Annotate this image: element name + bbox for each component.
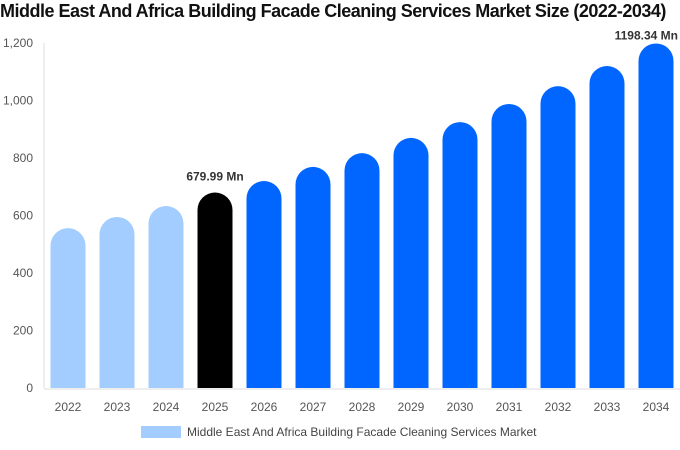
x-tick-label: 2022 [55, 400, 82, 414]
bar-2029 [393, 137, 429, 388]
x-tick-label: 2030 [447, 400, 474, 414]
x-tick-label: 2027 [300, 400, 327, 414]
bar-2034 [638, 43, 674, 389]
chart-title: Middle East And Africa Building Facade C… [0, 1, 666, 21]
bar-2032 [540, 86, 576, 388]
x-tick-label: 2031 [496, 400, 523, 414]
x-tick-label: 2026 [251, 400, 278, 414]
legend: Middle East And Africa Building Facade C… [141, 425, 537, 439]
bar-2024 [148, 206, 184, 388]
y-tick-label: 400 [13, 266, 33, 280]
bar-2033 [589, 66, 625, 388]
x-tick-label: 2033 [594, 400, 621, 414]
x-tick-label: 2032 [545, 400, 572, 414]
y-tick-label: 200 [13, 324, 33, 338]
y-tick-label: 600 [13, 209, 33, 223]
x-tick-label: 2024 [153, 400, 180, 414]
bar-2026 [246, 181, 282, 388]
data-label: 1198.34 Mn [615, 28, 678, 42]
bar-2022 [50, 228, 86, 388]
bar-2025 [197, 192, 233, 388]
x-tick-label: 2028 [349, 400, 376, 414]
bar-2031 [491, 103, 527, 388]
x-tick-label: 2025 [202, 400, 229, 414]
legend-label: Middle East And Africa Building Facade C… [187, 425, 537, 439]
y-tick-label: 1,200 [3, 36, 33, 50]
bar-2028 [344, 153, 380, 388]
bar-2027 [295, 166, 331, 388]
x-tick-label: 2023 [104, 400, 131, 414]
bar-2023 [99, 216, 135, 388]
legend-swatch [141, 426, 181, 438]
y-tick-label: 0 [26, 381, 33, 395]
y-tick-label: 1,000 [3, 94, 33, 108]
x-tick-label: 2029 [398, 400, 425, 414]
bar-2030 [442, 122, 478, 388]
y-tick-label: 800 [13, 151, 33, 165]
data-label: 679.99 Mn [186, 170, 243, 184]
x-tick-label: 2034 [643, 400, 670, 414]
